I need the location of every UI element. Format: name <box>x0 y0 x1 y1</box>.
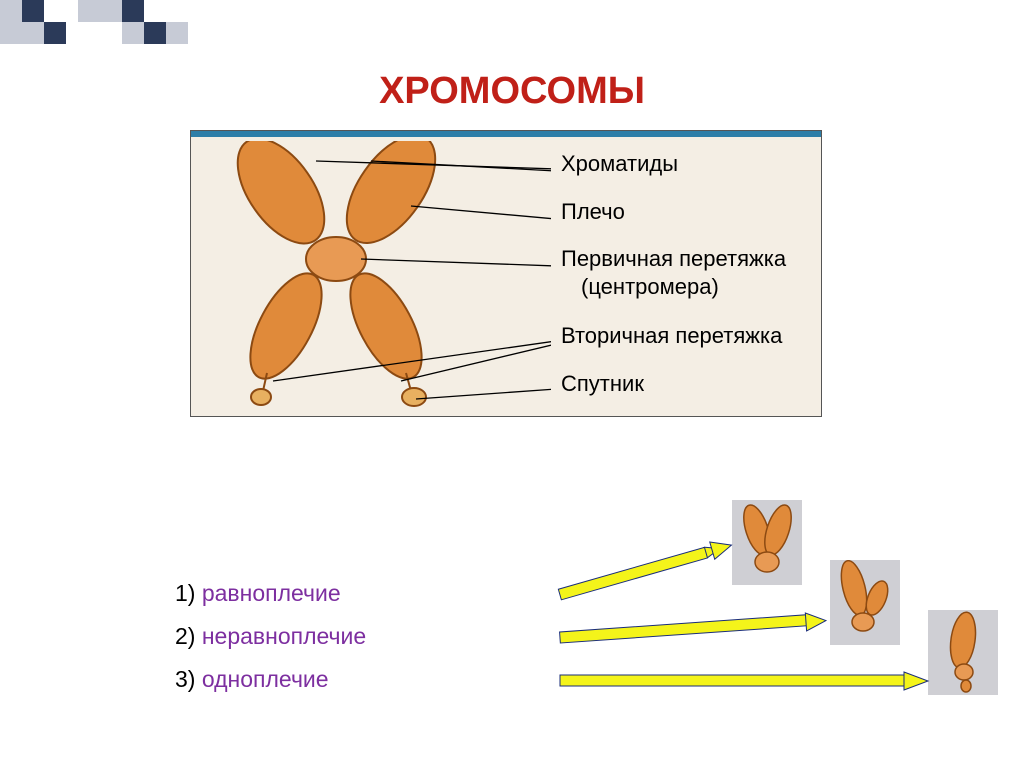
arrow-layer <box>0 0 1024 767</box>
